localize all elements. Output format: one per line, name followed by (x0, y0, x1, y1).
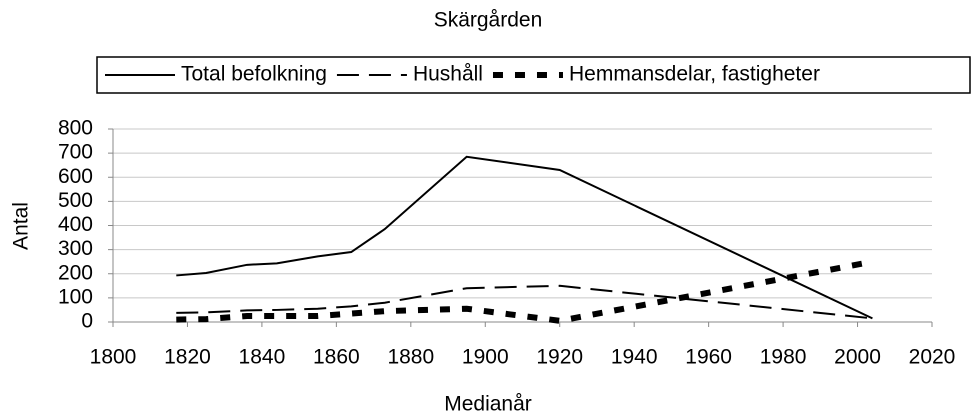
x-tick-label: 1920 (536, 346, 583, 369)
x-tick-label: 1840 (239, 346, 286, 369)
x-tick-label: 1800 (90, 346, 137, 369)
x-tick-label: 1960 (685, 346, 732, 369)
x-tick-label: 2000 (834, 346, 881, 369)
x-tick-label: 1820 (164, 346, 211, 369)
chart-title: Skärgården (434, 9, 543, 32)
legend-label: Hemmansdelar, fastigheter (569, 63, 820, 86)
y-tick-label: 300 (58, 237, 93, 260)
y-tick-label: 600 (58, 165, 93, 188)
series-line (176, 258, 873, 324)
x-tick-label: 1880 (387, 346, 434, 369)
x-tick-label: 1900 (462, 346, 509, 369)
y-tick-label: 200 (58, 261, 93, 284)
y-tick-label: 0 (81, 310, 93, 333)
y-tick-label: 100 (58, 285, 93, 308)
legend-box (96, 56, 971, 94)
y-tick-label: 800 (58, 117, 93, 140)
x-tick-label: 2020 (909, 346, 956, 369)
x-axis-label: Medianår (444, 393, 532, 416)
series-line (176, 155, 873, 320)
x-tick-label: 1860 (313, 346, 360, 369)
legend-label: Total befolkning (181, 63, 327, 86)
y-tick-label: 700 (58, 141, 93, 164)
legend-label: Hushåll (413, 63, 483, 86)
y-tick-label: 400 (58, 213, 93, 236)
series-line (176, 284, 873, 320)
x-tick-label: 1940 (611, 346, 658, 369)
x-tick-label: 1980 (760, 346, 807, 369)
y-axis-label: Antal (10, 202, 33, 250)
y-tick-label: 500 (58, 189, 93, 212)
